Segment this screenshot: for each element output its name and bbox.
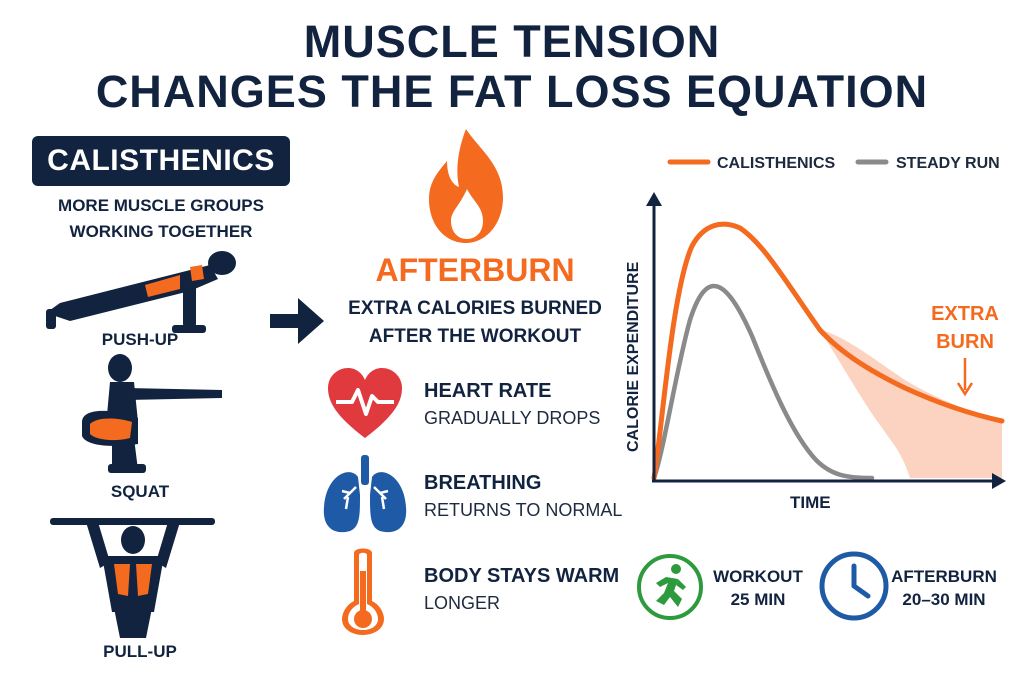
title-line-2: CHANGES THE FAT LOSS EQUATION [95, 66, 929, 117]
flame-icon [429, 129, 503, 243]
series-line-steady-run [651, 283, 875, 481]
effect-desc-heart-rate: GRADUALLY DROPS [424, 408, 601, 428]
y-axis-label: CALORIE EXPENDITURE [625, 261, 642, 452]
squat-figure-icon [82, 354, 222, 473]
lungs-icon [323, 455, 407, 533]
legend-label-calisthenics: CALISTHENICS [717, 155, 836, 172]
muscle-groups-line-1: MORE MUSCLE GROUPS [58, 196, 264, 215]
legend-label-steady-run: STEADY RUN [896, 155, 1000, 172]
push-up-figure-icon [46, 251, 236, 333]
running-person-icon [637, 554, 703, 620]
exercise-label-pull-up: PULL-UP [103, 642, 177, 661]
effect-head-body-warm: BODY STAYS WARM [424, 565, 620, 587]
arrow-right-icon [270, 298, 324, 344]
exercise-label-push-up: PUSH-UP [101, 330, 179, 349]
x-axis-arrowhead [992, 473, 1006, 489]
annotation-extra: EXTRA [931, 303, 999, 325]
effect-desc-breathing: RETURNS TO NORMAL [424, 500, 623, 520]
pull-up-figure-icon [50, 518, 215, 638]
pull-up-bar [50, 518, 215, 525]
stat-workout-line-2: 25 MIN [730, 590, 786, 609]
title-line-1: MUSCLE TENSION [303, 16, 721, 67]
afterburn-title: AFTERBURN [375, 252, 575, 288]
effect-head-heart-rate: HEART RATE [424, 380, 552, 402]
effect-desc-body-warm: LONGER [424, 593, 501, 613]
stat-workout-line-1: WORKOUT [713, 567, 803, 586]
stat-afterburn-line-2: 20–30 MIN [902, 590, 986, 609]
stat-afterburn-line-1: AFTERBURN [891, 567, 997, 586]
afterburn-sub-line-2: AFTER THE WORKOUT [368, 326, 582, 347]
exercise-label-squat: SQUAT [110, 482, 170, 501]
afterburn-sub-line-1: EXTRA CALORIES BURNED [348, 298, 602, 319]
heart-rate-icon [328, 368, 402, 438]
x-axis-label: TIME [790, 493, 831, 512]
calorie-chart: CALISTHENICS STEADY RUN TIME CALORIE EXP… [625, 155, 1006, 512]
y-axis-arrowhead [646, 192, 662, 206]
effect-head-breathing: BREATHING [424, 472, 542, 494]
muscle-groups-line-2: WORKING TOGETHER [69, 222, 253, 241]
thermometer-icon [342, 548, 384, 635]
series-line-calisthenics [651, 221, 1005, 481]
calisthenics-badge: CALISTHENICS [32, 136, 290, 186]
annotation-burn: BURN [936, 331, 994, 353]
annotation-arrow-head [956, 382, 974, 397]
clock-icon [819, 551, 889, 621]
